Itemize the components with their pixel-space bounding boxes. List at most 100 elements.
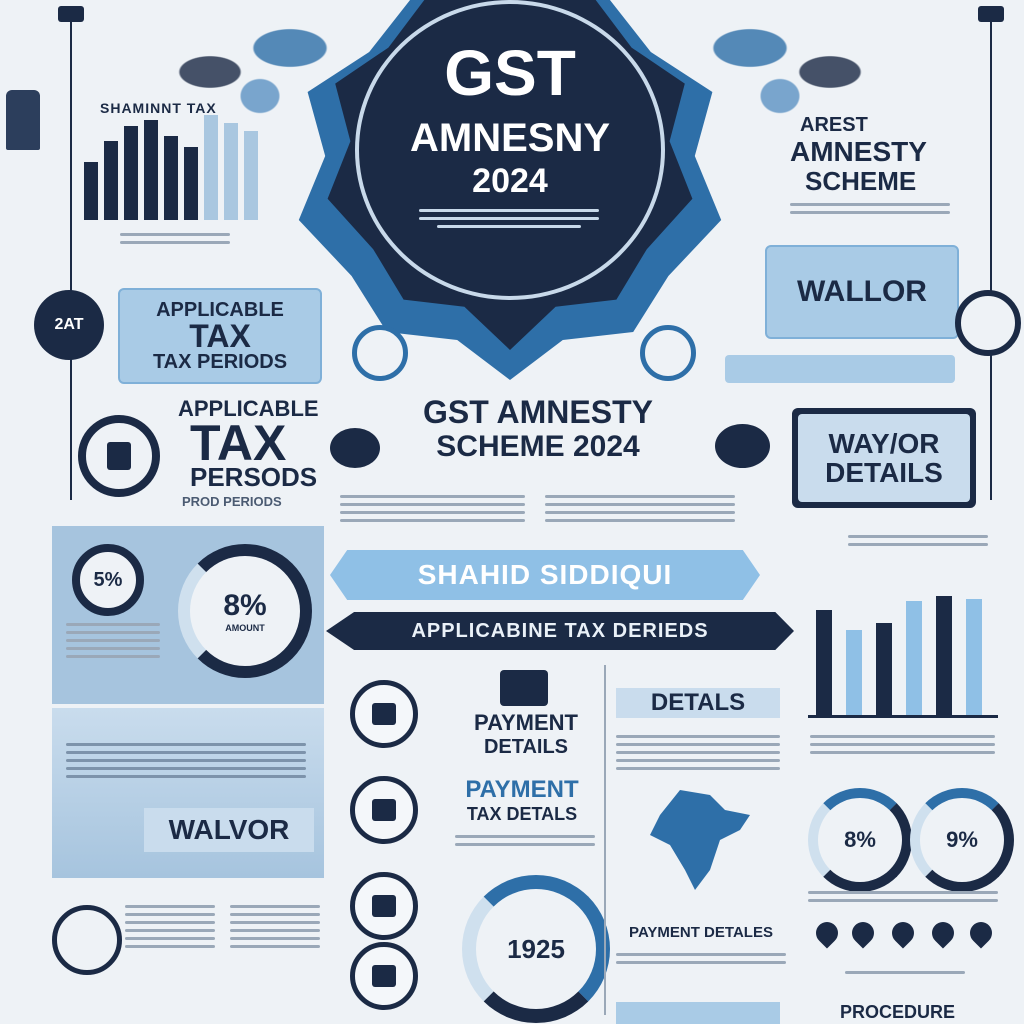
percent-ring-large-sub: AMOUNT [225, 623, 265, 633]
folder-icon [350, 942, 418, 1010]
right-ring-a: 8% [808, 788, 912, 892]
gst-amnesty-badge: GST AMNESNY 2024 [355, 0, 665, 300]
left-heading-line1: APPLICABLE [178, 396, 319, 421]
left-waiver-panel: WALVOR [52, 708, 324, 878]
percent-ring-small: 5% [72, 544, 144, 616]
right-chart-bar [966, 599, 982, 715]
left-top-caption-lines [120, 228, 230, 249]
right-top-row-label [725, 355, 955, 383]
center-title-line2: SCHEME 2024 [436, 430, 640, 463]
left-top-bar-chart [84, 115, 284, 220]
center-right-coin [640, 325, 696, 381]
left-bar [84, 162, 98, 220]
right-chart-bar [816, 610, 832, 715]
left-bottom-lines-b [230, 900, 320, 953]
left-heading-line3: PERSODS [190, 462, 318, 492]
waiver-label: WALVOR [168, 814, 290, 845]
center-text-lines-right [545, 490, 735, 527]
details-header: DETALS [616, 688, 780, 718]
left-heading-sub: PROD PERIODS [182, 494, 282, 509]
applicable-tax-periods-pill: APPLICABLE TAX TAX PERIODS [118, 288, 322, 384]
center-title-left-dot [330, 428, 380, 468]
right-frame-line [990, 10, 992, 500]
waiver-button[interactable]: WALLOR [765, 245, 959, 339]
left-frame-line [70, 10, 72, 500]
right-bar-chart [808, 530, 998, 718]
periods-banner-text: APPLICABINE TAX DERIEDS [411, 619, 709, 642]
detales-lines [616, 948, 786, 969]
left-top-emblem [58, 6, 84, 22]
left-top-label: SHAMINNT TAX [100, 100, 217, 116]
right-ring-b: 9% [910, 788, 1014, 892]
map-icon [350, 776, 418, 844]
center-left-coin [352, 325, 408, 381]
left-bottom-lines-a [125, 900, 215, 953]
wallet-icon [350, 872, 418, 940]
left-stats-panel: 5% 8% AMOUNT [52, 526, 324, 704]
payment-lines [455, 830, 595, 851]
procedure-label: PROCEDURE [840, 1002, 956, 1022]
center-title-right-dot [715, 424, 770, 468]
right-ring-lines [808, 886, 998, 907]
payment-line1: PAYMENT [474, 710, 578, 735]
left-bar [104, 141, 118, 220]
center-title-line1: GST AMNESTY [423, 394, 653, 430]
payment-line2: DETAILS [483, 736, 569, 758]
right-top-line2: AMNESTY [790, 136, 927, 167]
name-banner: SHAHID SIDDIQUI [330, 550, 760, 600]
left-tax-coin-label: 2AT [54, 316, 84, 333]
waiver-panel-lines [66, 738, 306, 783]
cash-register-icon [500, 670, 548, 706]
left-bar [244, 130, 258, 220]
center-text-lines-left [340, 490, 525, 527]
left-bar [184, 146, 198, 220]
drop-icon [965, 917, 997, 949]
right-ring-a-value: 8% [844, 827, 876, 852]
payment2-line2: TAX DETALS [466, 804, 578, 824]
badge-subtitle: AMNESNY [409, 116, 611, 160]
left-bar [124, 125, 138, 220]
right-chart-baseline [808, 715, 998, 718]
right-chart-header-lines [848, 530, 988, 551]
name-banner-text: SHAHID SIDDIQUI [417, 559, 673, 590]
percent-ring-large-value: 8% [223, 589, 267, 622]
india-map-icon [650, 790, 750, 890]
detales-bottom-bar [616, 1002, 780, 1024]
right-top-line1: AREST [800, 114, 868, 136]
left-panel-lines [66, 618, 160, 663]
right-top-line3: SCHEME [805, 166, 917, 196]
right-chart-bar [936, 596, 952, 715]
pill-line2: TAX [189, 318, 251, 354]
right-chart-bar [846, 630, 862, 715]
right-top-emblem [978, 6, 1004, 22]
waiver-label-box: WALVOR [144, 808, 314, 852]
right-chart-bar [906, 601, 922, 715]
left-document-icon [78, 415, 160, 497]
drop-icon [847, 917, 879, 949]
badge-year: 2024 [472, 162, 548, 200]
right-chart-bar [876, 623, 892, 715]
right-ring-b-value: 9% [946, 827, 978, 852]
center-divider [604, 665, 606, 1015]
left-bar [164, 136, 178, 220]
ashoka-emblem-icon [6, 90, 40, 150]
badge-title: GST [444, 37, 576, 109]
leaf-spray-right [690, 0, 890, 120]
left-bar [204, 115, 218, 220]
payment-detales-label: PAYMENT DETALES [629, 924, 773, 941]
drop-icon [927, 917, 959, 949]
details-header-text: DETALS [650, 689, 746, 716]
periods-banner: APPLICABINE TAX DERIEDS [326, 612, 794, 650]
details-lines [616, 730, 780, 775]
left-bar [224, 123, 238, 220]
pill-line3: TAX PERIODS [152, 351, 288, 373]
drop-lines [845, 966, 965, 979]
percent-ring-small-value: 5% [93, 568, 123, 591]
left-tax-coin: 2AT [34, 290, 104, 360]
left-bar [144, 120, 158, 220]
right-chart-caption-lines [810, 730, 995, 759]
drop-icon [811, 917, 843, 949]
left-heading-line2: TAX [190, 415, 287, 471]
badge-hindi-lines [419, 204, 599, 233]
right-gst-coin [955, 290, 1021, 356]
